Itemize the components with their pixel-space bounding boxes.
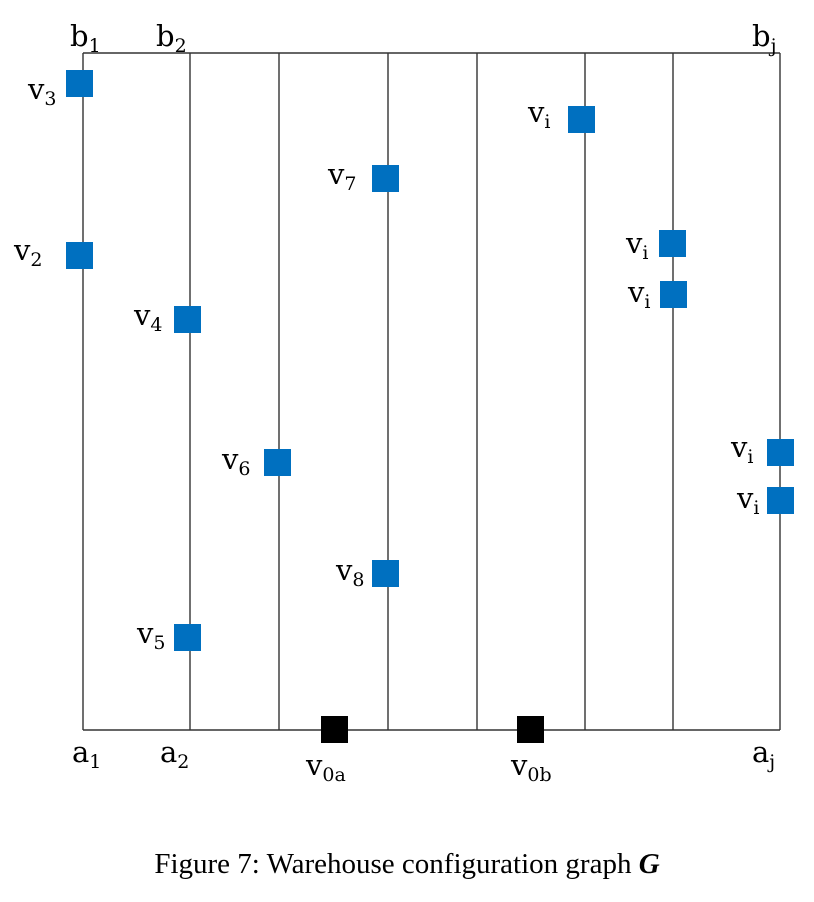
vertex-v6-node [264,449,291,476]
figure-caption: Figure 7: Warehouse configuration graph … [0,848,814,881]
depot-label-v0b: v0b [510,748,552,786]
depot-v0b-node [517,716,544,743]
aisle-bottom-label-aj: aj [752,735,775,773]
caption-text: Figure 7: Warehouse configuration graph [154,848,639,880]
vertex-v7-node [372,165,399,192]
vertex-label-vi: vi [730,430,753,468]
depot-label-v0a: v0a [305,748,346,786]
vertex-vi-node [659,230,686,257]
aisle-top-label-b1: b1 [70,19,101,57]
aisle-bottom-label-a1: a1 [72,735,101,773]
vertex-v5-node [174,624,201,651]
vertex-label-v3: v3 [27,72,56,110]
vertex-label-vi: vi [736,481,759,519]
vertex-label-vi: vi [625,226,648,264]
vertex-v8-node [372,560,399,587]
vertex-vi-node [660,281,687,308]
aisle-bottom-label-a2: a2 [160,735,189,773]
vertex-label-v4: v4 [133,298,162,336]
vertex-label-vi: vi [527,95,550,133]
vertex-label-v7: v7 [327,157,356,195]
vertex-v2-node [66,242,93,269]
depot-v0a-node [321,716,348,743]
aisle-top-label-bj: bj [752,19,776,57]
vertex-label-v5: v5 [136,616,165,654]
vertex-vi-node [767,487,794,514]
aisle-top-label-b2: b2 [156,19,187,57]
vertex-v3-node [66,70,93,97]
vertex-label-vi: vi [627,275,650,313]
vertex-label-v8: v8 [335,553,364,591]
vertex-label-v6: v6 [221,442,250,480]
vertex-vi-node [568,106,595,133]
vertex-vi-node [767,439,794,466]
vertex-label-v2: v2 [13,233,42,271]
caption-graph-symbol: G [638,848,660,880]
vertex-v4-node [174,306,201,333]
